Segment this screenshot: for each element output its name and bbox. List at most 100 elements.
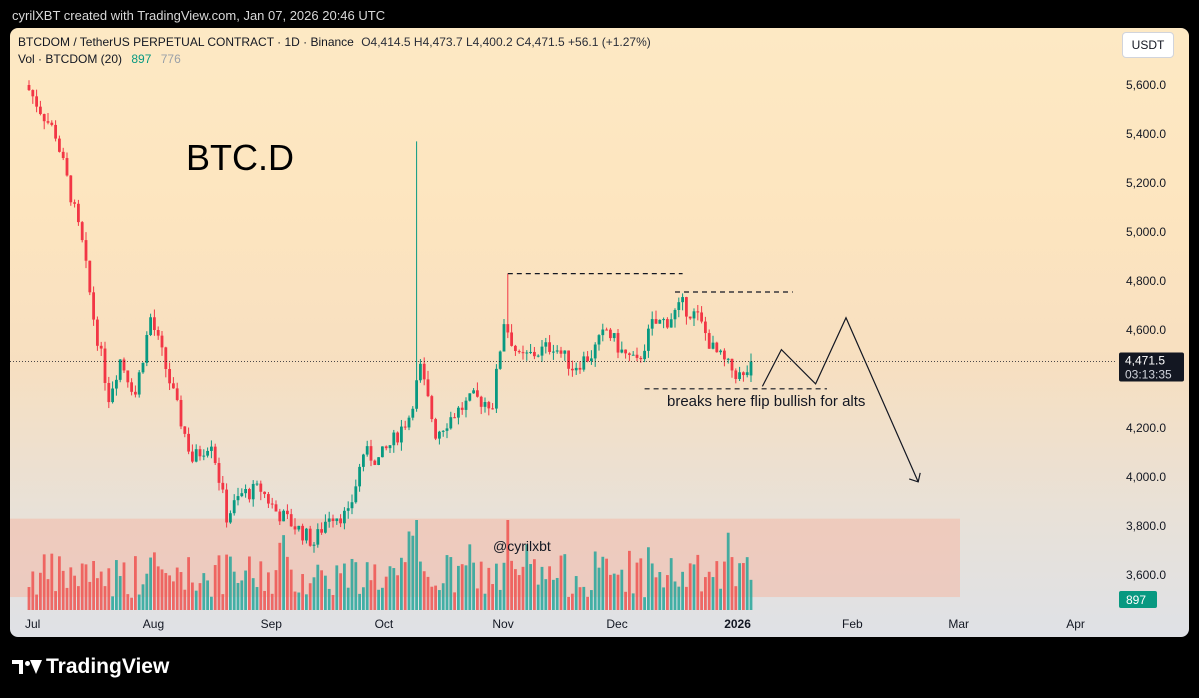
chart-panel[interactable]: 5,600.0 5,400.0 5,200.0 5,000.0 4,800.0 4,600… — [10, 28, 1189, 637]
volume-bar — [407, 531, 411, 610]
candle-body — [278, 511, 282, 522]
candle-body — [738, 372, 741, 379]
chart-title-annotation: BTC.D — [186, 137, 294, 178]
volume-bar — [73, 575, 76, 610]
symbol-name[interactable]: BTCDOM / TetherUS PERPETUAL CONTRACT · 1… — [18, 35, 354, 49]
volume-bar — [346, 587, 350, 610]
candle-body — [400, 426, 403, 443]
volume-bar — [457, 565, 460, 610]
y-tick-label: 4,800.0 — [1126, 274, 1166, 288]
candle-body — [274, 504, 278, 512]
volume-bar — [122, 562, 126, 610]
volume-bar — [217, 555, 221, 610]
candle-body — [597, 335, 601, 345]
candle-body — [229, 513, 232, 523]
volume-bar — [377, 589, 380, 610]
volume-bar — [544, 579, 548, 610]
x-tick-label: Oct — [375, 617, 394, 631]
candle-body — [704, 321, 707, 334]
candle-body — [692, 311, 696, 319]
candle-body — [525, 352, 529, 354]
candle-body — [130, 382, 133, 392]
volume-bar — [225, 554, 228, 610]
volume-bar — [704, 577, 707, 610]
volume-bar — [685, 586, 688, 610]
volume-bar — [392, 568, 396, 610]
candle-body — [80, 222, 84, 241]
volume-bar — [259, 561, 263, 610]
volume-bar — [191, 582, 194, 610]
volume-bar — [559, 555, 563, 610]
candle-body — [187, 433, 190, 452]
volume-bar — [369, 580, 373, 610]
candle-body — [134, 391, 137, 395]
candle-body — [415, 380, 418, 409]
currency-button[interactable]: USDT — [1122, 32, 1174, 58]
candle-body — [407, 417, 411, 428]
candle-body — [137, 372, 141, 395]
bar-countdown: 03:13:35 — [1125, 367, 1172, 381]
volume-bar — [502, 562, 506, 610]
volume-bar — [301, 574, 304, 610]
volume-bar — [453, 592, 456, 610]
volume-bar — [552, 579, 555, 610]
volume-bar — [65, 587, 69, 610]
volume-bar — [540, 566, 544, 610]
y-tick-label: 4,200.0 — [1126, 421, 1166, 435]
volume-bar — [130, 597, 133, 610]
candle-body — [476, 390, 479, 397]
volume-bar — [137, 594, 141, 610]
candle-body — [301, 525, 304, 541]
volume-bar — [213, 565, 217, 610]
volume-bar — [578, 587, 582, 610]
candle-body — [225, 489, 228, 523]
candle-body — [248, 488, 251, 500]
candle-body — [191, 451, 194, 462]
price-chart[interactable]: 5,600.0 5,400.0 5,200.0 5,000.0 4,800.0 4,600… — [10, 28, 1189, 637]
candle-body — [605, 329, 608, 331]
candle-body — [574, 367, 578, 371]
volume-bar — [574, 576, 578, 610]
candle-body — [210, 446, 213, 451]
volume-bar — [58, 556, 61, 610]
candle-body — [115, 379, 118, 389]
volume-bar — [236, 582, 240, 610]
volume-bar — [350, 558, 354, 610]
volume-bar — [601, 556, 605, 610]
candle-body — [263, 491, 266, 495]
candle-body — [236, 496, 240, 501]
volume-bar — [312, 577, 316, 610]
candle-body — [373, 460, 377, 465]
candle-body — [305, 528, 308, 541]
candle-body — [255, 483, 259, 485]
volume-bar — [80, 563, 84, 610]
volume-bar — [745, 557, 749, 610]
tradingview-brand[interactable]: TradingView — [12, 654, 169, 680]
volume-bar — [635, 562, 639, 610]
candle-body — [65, 158, 69, 176]
volume-bar — [639, 558, 643, 610]
candle-body — [749, 361, 753, 376]
candle-body — [164, 347, 168, 369]
volume-bar — [42, 554, 46, 610]
candle-body — [620, 349, 624, 353]
volume-bar — [183, 589, 187, 610]
candle-body — [270, 503, 274, 505]
volume-bar — [202, 573, 206, 610]
candle-body — [153, 317, 156, 331]
candle-body — [316, 529, 320, 545]
candle-body — [430, 396, 434, 420]
candle-body — [377, 457, 380, 465]
volume-bar — [69, 567, 73, 610]
volume-indicator-label[interactable]: Vol · BTCDOM (20) — [18, 52, 123, 66]
last-price-tag — [1119, 352, 1184, 382]
volume-bar — [719, 588, 722, 610]
volume-bar — [354, 562, 358, 610]
candle-body — [730, 358, 734, 371]
y-tick-label: 4,000.0 — [1126, 470, 1166, 484]
volume-bar — [624, 591, 627, 610]
candle-body — [445, 428, 449, 431]
y-tick-label: 5,400.0 — [1126, 127, 1166, 141]
volume-bar — [289, 569, 293, 610]
legend-volume-row: Vol · BTCDOM (20) 897 776 — [18, 51, 651, 68]
